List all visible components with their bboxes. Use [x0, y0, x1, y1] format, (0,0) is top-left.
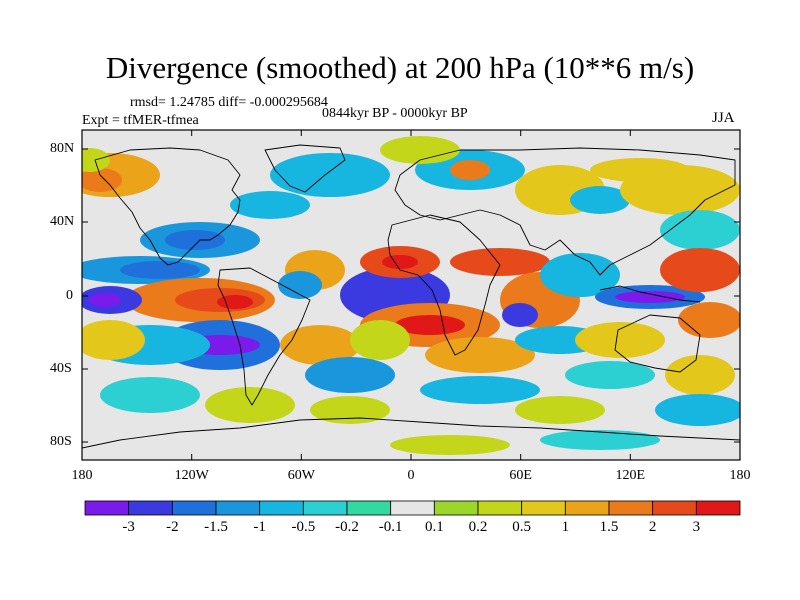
field-contour-neg15 [120, 261, 200, 279]
field-contour-neg05 [655, 394, 740, 426]
colorbar-box [84, 500, 130, 516]
coastlines [82, 144, 740, 449]
colorbar-label: -0.2 [335, 519, 359, 535]
field-blobs [82, 136, 740, 455]
coastline-australia [614, 314, 701, 373]
lon-label-180e: 180 [729, 468, 751, 483]
colorbar-box [171, 500, 217, 516]
field-contour-p3 [382, 255, 418, 269]
lon-label-60w: 60W [287, 468, 315, 483]
field-contour-neg05 [540, 253, 620, 297]
colorbar-box [652, 500, 697, 516]
lon-ticks [81, 130, 741, 460]
field-contour-neg02 [660, 210, 740, 250]
colorbar-label: -0.5 [291, 519, 316, 535]
colorbar-box [564, 500, 610, 516]
colorbar-label: 1.5 [599, 519, 619, 535]
field-contour-p15 [82, 168, 122, 192]
time-period-label: 0844kyr BP - 0000kyr BP [322, 106, 468, 121]
field-contour-p02 [390, 435, 510, 455]
field-contour-p02 [350, 320, 410, 360]
colorbar-label: -3 [122, 519, 135, 535]
colorbar-box [259, 500, 304, 516]
field-contour-neg02 [565, 361, 655, 389]
colorbar-label: 0.2 [468, 519, 488, 535]
field-contour-p2 [450, 248, 550, 276]
coastline-north-america [94, 147, 241, 266]
field-contour-p1 [280, 325, 360, 365]
lon-label-120e: 120E [615, 468, 646, 483]
lat-label-40s: 40S [50, 361, 72, 376]
coastline-south-america [217, 267, 311, 406]
field-contour-p02 [205, 387, 295, 423]
colorbar-box [521, 500, 566, 516]
colorbar-label: -2 [166, 519, 179, 535]
divergence-field [82, 130, 740, 460]
lat-label-80n: 80N [50, 141, 75, 156]
field-contour-neg02 [540, 430, 660, 450]
field-contour-p05 [82, 320, 145, 360]
field-contour-neg05 [270, 153, 390, 197]
field-contour-neg02 [100, 377, 200, 413]
field-contour-neg05 [420, 376, 540, 404]
coastline-eurasia [394, 147, 736, 276]
field-contour-p02 [515, 396, 605, 424]
colorbar-label: 0.5 [512, 519, 532, 535]
field-contour-p3 [217, 295, 253, 309]
field-contour-p02 [380, 136, 460, 164]
season-label: JJA [712, 110, 735, 126]
field-contour-p02 [310, 396, 390, 424]
lat-label-0: 0 [66, 288, 73, 303]
plot-title: Divergence (smoothed) at 200 hPa (10**6 … [105, 50, 695, 85]
colorbar-label: 1 [561, 519, 570, 535]
field-contour-p2 [660, 248, 740, 292]
colorbar-label: 3 [692, 519, 701, 535]
colorbar-box [390, 500, 435, 516]
lat-label-80s: 80S [50, 434, 72, 449]
lat-ticks [82, 148, 740, 443]
field-contour-p05 [665, 355, 735, 395]
colorbar-box [346, 500, 392, 516]
colorbar-label: -1 [253, 519, 266, 535]
field-contour-p05 [590, 158, 690, 182]
field-contour-neg3 [89, 293, 121, 307]
lon-label-0: 0 [407, 468, 415, 483]
experiment-label: Expt = tfMER-tfmea [82, 113, 199, 128]
field-contour-p15 [450, 160, 490, 180]
colorbar-box [215, 500, 261, 516]
coastline-greenland [264, 144, 346, 193]
colorbar-box [302, 500, 348, 516]
lon-label-120w: 120W [174, 468, 209, 483]
colorbar-box [128, 500, 173, 516]
lon-label-60e: 60E [509, 468, 532, 483]
colorbar-box [695, 500, 741, 516]
colorbar-label: 2 [648, 519, 657, 535]
colorbar-label: 0.1 [424, 519, 444, 535]
rmsd-diff-stats: rmsd= 1.24785 diff= -0.000295684 [130, 95, 328, 110]
field-contour-p1 [425, 337, 535, 373]
colorbar-box [608, 500, 654, 516]
coastline-africa [387, 214, 501, 356]
field-contour-p3 [395, 315, 465, 335]
colorbar-label: -0.1 [378, 519, 403, 535]
colorbar-box [433, 500, 479, 516]
field-contour-neg05 [230, 191, 310, 219]
field-contour-neg3 [615, 291, 685, 303]
colorbar-box [477, 500, 523, 516]
field-contour-neg05 [570, 186, 630, 214]
field-contour-neg2 [502, 303, 538, 327]
lon-label-180w: 180 [71, 468, 93, 483]
coastline-maritime-continent [599, 285, 701, 303]
field-contour-p15 [678, 302, 740, 338]
field-contour-neg15 [165, 230, 225, 250]
lat-label-40n: 40N [50, 214, 75, 229]
coastline-antarctica [82, 417, 740, 449]
colorbar-label: -1.5 [204, 519, 228, 535]
colorbar [84, 500, 741, 516]
field-contour-p05 [575, 322, 665, 358]
field-contour-neg1 [278, 271, 322, 299]
field-contour-neg1 [305, 357, 395, 393]
